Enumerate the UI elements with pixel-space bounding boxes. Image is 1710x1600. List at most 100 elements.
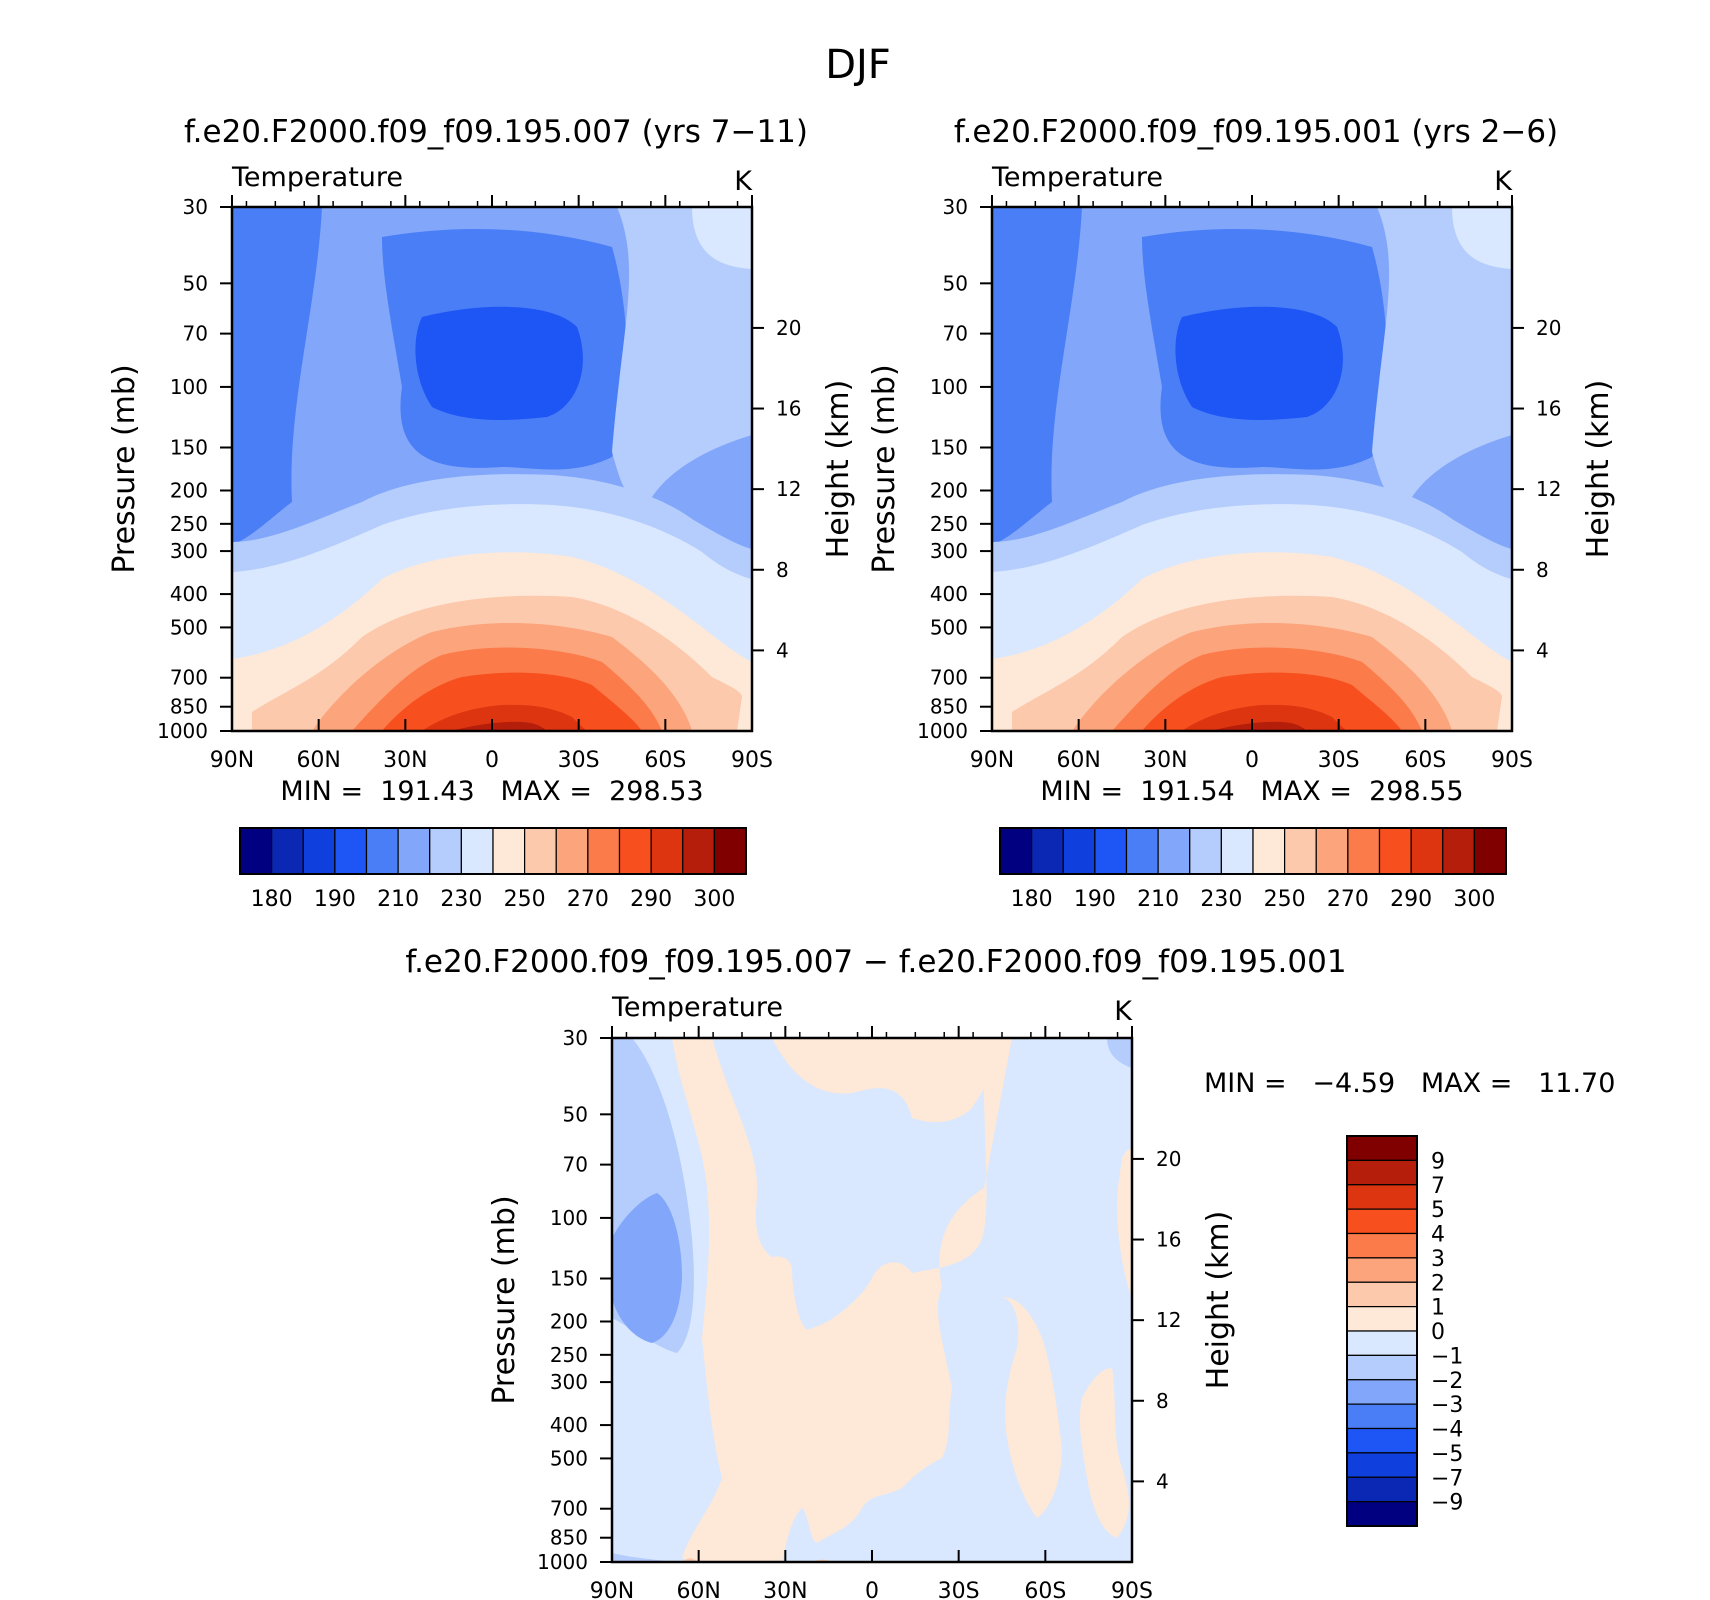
- panel-a-ylabel-right: Height (km): [821, 380, 856, 559]
- panel-b-yright-tick-label: 4: [1536, 638, 1549, 662]
- panel-b-ytick-label: 70: [943, 322, 968, 346]
- panel-c-colorbar-tick-label: −3: [1431, 1393, 1463, 1418]
- panel-c-colorbar-swatch: [1346, 1159, 1418, 1186]
- panel-c-ytick-label: 500: [550, 1446, 588, 1470]
- panel-a-colorbar-swatch: [334, 827, 368, 875]
- panel-c-colorbar-tick-label: −1: [1431, 1344, 1463, 1369]
- panel-a-colorbar-swatch: [587, 827, 621, 875]
- panel-b-colorbar-swatch: [1473, 827, 1507, 875]
- panel-c-colorbar-frame: [1346, 1135, 1418, 1527]
- panel-a-contour-field: [232, 207, 752, 731]
- panel-a-xtick-label: 90N: [210, 748, 254, 773]
- panel-b-yright-tick-label: 20: [1536, 316, 1561, 340]
- panel-b-yright-tick-label: 12: [1536, 477, 1561, 501]
- panel-b-colorbar-tick-label: 230: [1200, 887, 1242, 912]
- panel-b-colorbar-swatch: [1125, 827, 1159, 875]
- panel-c-ytick-label: 300: [550, 1370, 588, 1394]
- panel-b-colorbar-frame: [999, 827, 1507, 875]
- panel-b-colorbar-swatch: [1284, 827, 1317, 875]
- panel-b-minmax: MIN = 191.54 MAX = 298.55: [1040, 776, 1463, 807]
- panel-a-ytick-label: 200: [170, 478, 208, 502]
- panel-a-xtick-label: 60N: [296, 748, 340, 773]
- panel-b-ytick-label: 150: [930, 436, 968, 460]
- panel-b-ytick-label: 300: [930, 539, 968, 563]
- panel-c-colorbar-tick-label: 4: [1431, 1223, 1445, 1248]
- panel-a-xtick-label: 60S: [644, 748, 686, 773]
- panel-c-colorbar-swatch: [1346, 1281, 1418, 1308]
- panel-a-colorbar-swatch: [713, 827, 747, 875]
- panel-b-xtick-label: 90S: [1491, 748, 1533, 773]
- panel-c-colorbar-tick-label: −2: [1431, 1369, 1463, 1394]
- panel-b-colorbar-swatch: [1157, 827, 1191, 875]
- panel-c-colorbar-swatch: [1346, 1208, 1418, 1235]
- panel-b-variable-label: Temperature: [991, 162, 1163, 193]
- panel-b-yright-tick-label: 16: [1536, 397, 1561, 421]
- panel-a-colorbar-swatch: [524, 827, 557, 875]
- panel-a-minmax: MIN = 191.43 MAX = 298.53: [280, 776, 703, 807]
- panel-b-ytick-label: 250: [930, 512, 968, 536]
- panel-a-colorbar-swatch: [492, 827, 526, 875]
- panel-b-colorbar-swatch: [1315, 827, 1349, 875]
- panel-a-ytick-label: 300: [170, 539, 208, 563]
- panel-c-yright-tick-label: 4: [1156, 1469, 1169, 1493]
- panel-c-colorbar-swatch: [1346, 1135, 1418, 1161]
- panel-b-ytick-label: 200: [930, 478, 968, 502]
- panel-a-ytick-label: 50: [183, 271, 208, 295]
- panel-c-colorbar-swatch: [1346, 1257, 1418, 1283]
- panel-a-colorbar-tick-label: 180: [251, 887, 293, 912]
- panel-c-colorbar-tick-label: −4: [1431, 1418, 1463, 1443]
- panel-c-colorbar-swatch: [1346, 1330, 1418, 1356]
- panel-a-yright-tick-label: 12: [776, 477, 801, 501]
- panel-c-yright-tick-label: 16: [1156, 1228, 1181, 1252]
- panel-c-colorbar-tick-label: 3: [1431, 1247, 1445, 1272]
- panel-c-colorbar-swatch: [1346, 1476, 1418, 1503]
- panel-c-ylabel: Pressure (mb): [487, 1195, 522, 1404]
- panel-b-colorbar-swatch: [1410, 827, 1444, 875]
- panel-b-ytick-label: 700: [930, 666, 968, 690]
- panel-a-colorbar-swatch: [365, 827, 399, 875]
- panel-a-ylabel: Pressure (mb): [107, 364, 142, 573]
- panel-c-colorbar-swatch: [1346, 1501, 1418, 1527]
- panel-a-yright-tick-label: 20: [776, 316, 801, 340]
- panel-b-colorbar-swatch: [1094, 827, 1128, 875]
- panel-b-xtick-label: 30N: [1143, 748, 1187, 773]
- panel-c-ylabel-right: Height (km): [1201, 1211, 1236, 1390]
- panel-c-colorbar-tick-label: 5: [1431, 1198, 1445, 1223]
- panel-c-ytick-label: 700: [550, 1497, 588, 1521]
- panel-a-ytick-label: 700: [170, 666, 208, 690]
- panel-b-ytick-label: 30: [943, 195, 968, 219]
- panel-b-colorbar-swatch: [1252, 827, 1286, 875]
- panel-b-contour-field: [992, 207, 1512, 731]
- panel-a-title: f.e20.F2000.f09_f09.195.007 (yrs 7−11): [184, 114, 808, 150]
- panel-b-ytick-label: 50: [943, 271, 968, 295]
- panel-a-yright-tick-label: 16: [776, 397, 801, 421]
- panel-b-xtick-label: 60N: [1056, 748, 1100, 773]
- panel-c-colorbar-tick-label: −5: [1431, 1442, 1463, 1467]
- panel-c-units-label: K: [1114, 996, 1133, 1027]
- panel-a-colorbar-swatch: [682, 827, 715, 875]
- panel-a-colorbar-tick-label: 300: [693, 887, 735, 912]
- panel-c-ytick-label: 50: [563, 1102, 588, 1126]
- panel-a-colorbar-swatch: [650, 827, 684, 875]
- panel-b-colorbar-tick-label: 300: [1453, 887, 1495, 912]
- panel-a-yright-tick-label: 4: [776, 638, 789, 662]
- panel-a-ytick-label: 400: [170, 582, 208, 606]
- panel-a-colorbar-tick-label: 250: [504, 887, 546, 912]
- panel-b-colorbar-swatch: [1031, 827, 1064, 875]
- panel-c-xtick-label: 60S: [1024, 1579, 1066, 1600]
- panel-b-ytick-label: 850: [930, 695, 968, 719]
- panel-c-ytick-label: 150: [550, 1267, 588, 1291]
- panel-c-ytick-label: 100: [550, 1206, 588, 1230]
- panel-c-colorbar-tick-label: 0: [1431, 1320, 1445, 1345]
- panel-b-units-label: K: [1494, 166, 1513, 197]
- panel-c-ytick-label: 200: [550, 1309, 588, 1333]
- panel-b-colorbar-swatch: [1062, 827, 1096, 875]
- panel-a-xtick-label: 0: [485, 748, 499, 773]
- panel-a-colorbar-tick-label: 210: [377, 887, 419, 912]
- panel-c-ytick-label: 400: [550, 1413, 588, 1437]
- panel-a-colorbar-swatch: [271, 827, 304, 875]
- panel-c-xtick-label: 0: [865, 1579, 879, 1600]
- panel-a-ytick-label: 150: [170, 436, 208, 460]
- panel-c-xtick-label: 30S: [938, 1579, 980, 1600]
